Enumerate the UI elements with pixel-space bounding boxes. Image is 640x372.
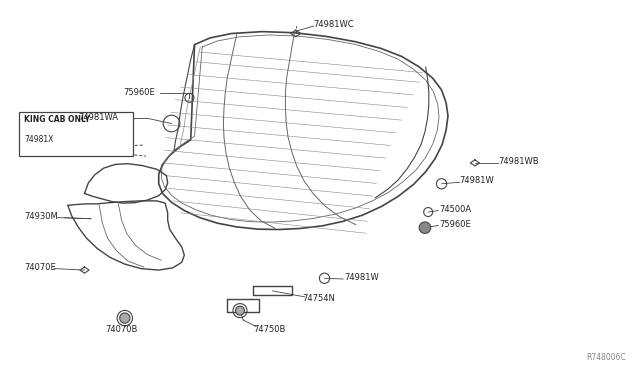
Text: 74754N: 74754N (303, 294, 335, 303)
Text: R748006C: R748006C (586, 353, 626, 362)
Text: 74070B: 74070B (106, 325, 138, 334)
Text: 74500A: 74500A (439, 205, 471, 214)
Text: 74981W: 74981W (460, 176, 494, 185)
Circle shape (236, 306, 244, 315)
Circle shape (120, 313, 130, 323)
Text: 74981WB: 74981WB (498, 157, 538, 166)
Text: 74981W: 74981W (344, 273, 379, 282)
Text: 74981X: 74981X (24, 135, 54, 144)
Text: 74750B: 74750B (253, 325, 285, 334)
Text: 74070E: 74070E (24, 263, 56, 272)
Text: 75960E: 75960E (123, 88, 155, 97)
Text: 74981WC: 74981WC (314, 20, 354, 29)
Bar (60, 143, 83, 153)
Text: 74930M: 74930M (24, 212, 58, 221)
Circle shape (419, 222, 431, 233)
Bar (19, 112, 133, 156)
Text: 75960E: 75960E (439, 220, 471, 229)
Text: KING CAB ONLY: KING CAB ONLY (24, 115, 90, 124)
Text: 74981WA: 74981WA (78, 113, 118, 122)
